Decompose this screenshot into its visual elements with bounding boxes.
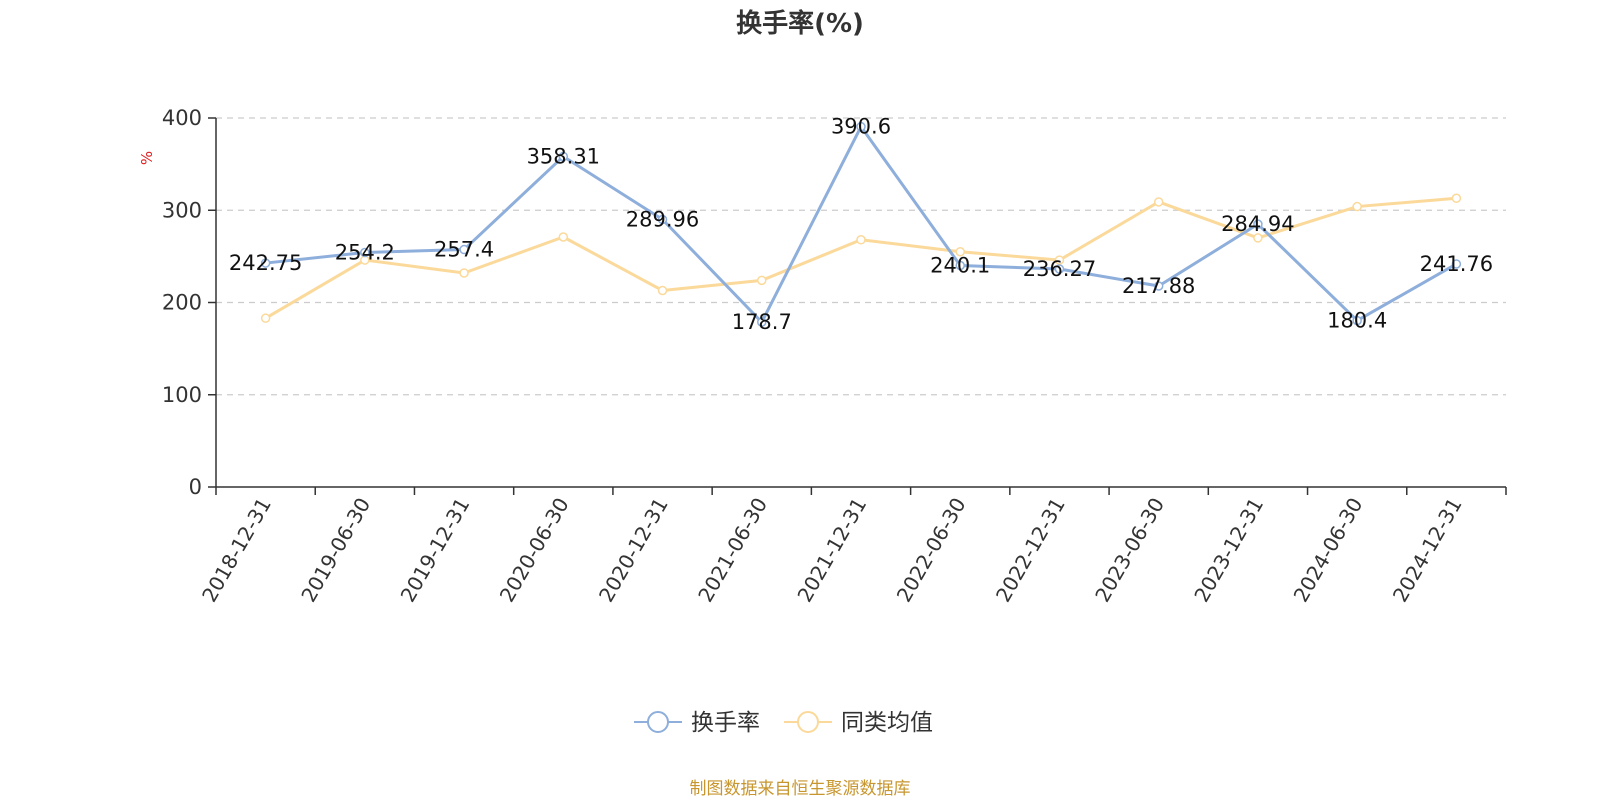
- data-label: 241.76: [1420, 252, 1493, 276]
- data-label: 240.1: [930, 254, 990, 278]
- series-1-point: [260, 313, 271, 323]
- data-label: 217.88: [1122, 274, 1195, 298]
- legend[interactable]: 换手率 同类均值: [634, 710, 933, 736]
- series-0-point: [260, 258, 271, 268]
- x-tick-label: 2024-06-30: [1289, 494, 1368, 607]
- x-tick-label: 2023-12-31: [1189, 494, 1268, 607]
- x-tick-label: 2023-06-30: [1090, 494, 1169, 607]
- x-tick-label: 2021-12-31: [792, 494, 871, 607]
- series-1-point: [1451, 193, 1462, 204]
- series-1-point: [1352, 201, 1362, 212]
- series-1-point: [459, 268, 469, 278]
- source-note: 制图数据来自恒生聚源数据库: [690, 779, 911, 799]
- series-1-point: [657, 285, 668, 296]
- legend-marker-1: [797, 711, 819, 733]
- legend-label-0: 换手率: [691, 710, 760, 736]
- series-1-point: [757, 275, 767, 286]
- y-tick-label-200: 200: [162, 291, 202, 315]
- y-tick-label-100: 100: [162, 383, 202, 407]
- data-label: 257.4: [434, 238, 494, 262]
- data-labels: 242.75 254.2 257.4 358.31 289.96 178.7 390.6 24…: [229, 115, 1493, 334]
- legend-item-1[interactable]: 同类均值: [784, 710, 933, 736]
- legend-item-0[interactable]: 换手率: [634, 710, 760, 736]
- series-0-point: [558, 151, 569, 162]
- x-tick-label: 2018-12-31: [197, 494, 276, 607]
- series-0-point: [1253, 219, 1263, 229]
- series-0-point: [657, 214, 668, 225]
- x-tick-label: 2022-06-30: [892, 493, 971, 606]
- x-tick-label: 2024-12-31: [1388, 494, 1467, 607]
- chart-title: 换手率(%): [736, 8, 864, 39]
- x-tick-label: 2020-06-30: [495, 494, 574, 607]
- data-label: 178.7: [732, 310, 792, 334]
- data-label: 289.96: [626, 208, 699, 232]
- series-0-point: [1054, 264, 1065, 274]
- series-1-point: [955, 247, 965, 257]
- y-tick-label-300: 300: [162, 198, 202, 222]
- data-label: 254.2: [335, 241, 395, 265]
- data-label: 180.4: [1327, 309, 1387, 333]
- data-label: 242.75: [229, 251, 302, 275]
- series-0-point: [757, 317, 767, 327]
- legend-label-1: 同类均值: [841, 710, 933, 736]
- series-0-point: [459, 244, 469, 255]
- series-1-point: [1054, 255, 1065, 265]
- gridlines: [216, 117, 1506, 396]
- series-layer: [260, 121, 1462, 327]
- legend-marker-0: [647, 711, 669, 733]
- series-0-point: [856, 121, 866, 132]
- y-axis-unit: %: [138, 151, 156, 165]
- series-1-point: [1253, 233, 1263, 243]
- x-tick-label: 2019-12-31: [396, 493, 475, 606]
- data-label: 236.27: [1023, 257, 1096, 281]
- x-tick-label: 2020-12-31: [594, 494, 673, 607]
- x-tick-label: 2019-06-30: [296, 494, 375, 607]
- data-label: 284.94: [1221, 212, 1294, 236]
- series-0-point: [955, 260, 965, 271]
- data-label: 390.6: [831, 115, 891, 139]
- series-0-point: [360, 247, 370, 258]
- series-1-point: [856, 235, 866, 245]
- x-tick-label: 2021-06-30: [693, 494, 772, 607]
- x-tick-label: 2022-12-31: [991, 494, 1070, 607]
- series-0-point: [1451, 259, 1462, 269]
- series-0-point: [1352, 315, 1362, 326]
- data-label: 358.31: [527, 144, 600, 168]
- series-1-point: [1153, 197, 1164, 207]
- series-0-point: [1153, 281, 1164, 291]
- y-tick-label-400: 400: [162, 106, 202, 130]
- y-tick-label-0: 0: [189, 475, 202, 499]
- series-1-point: [558, 232, 569, 242]
